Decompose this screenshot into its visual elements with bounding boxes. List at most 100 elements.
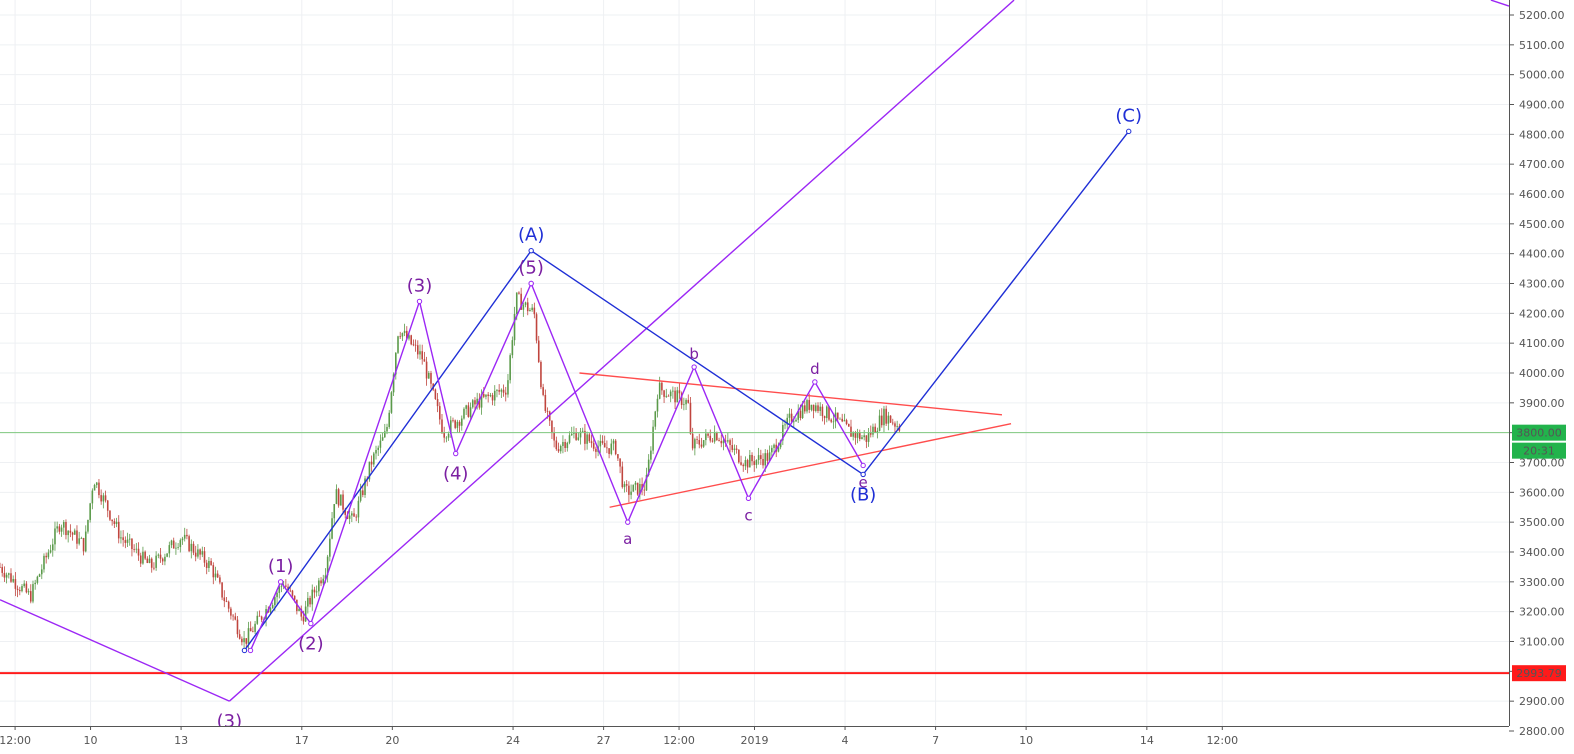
wave-vertex[interactable]: [528, 247, 534, 254]
candle-body: [843, 420, 846, 422]
wave-label: (3): [407, 275, 433, 296]
candle-body: [513, 313, 516, 341]
candle-body: [889, 415, 892, 423]
candle-body: [680, 393, 683, 405]
wave-vertex[interactable]: [277, 579, 284, 585]
candle-body: [452, 420, 454, 422]
candle-body: [812, 404, 815, 411]
wave-vertex[interactable]: [812, 379, 818, 385]
candle-body: [786, 417, 789, 425]
candle-body: [256, 615, 259, 624]
candle-body: [718, 440, 720, 442]
trendline-purple-up-channel[interactable]: [228, 0, 1015, 702]
candle-body: [661, 382, 663, 391]
wave-triangle[interactable]: [530, 283, 864, 524]
candle-body: [663, 390, 665, 397]
wave-vertex[interactable]: [308, 620, 314, 627]
candle-body: [210, 560, 212, 566]
wave-vertex[interactable]: [241, 647, 248, 654]
candle-body: [89, 503, 91, 520]
candle-body: [370, 461, 373, 465]
candle-body: [280, 585, 283, 587]
candle-body: [775, 444, 778, 452]
wave-vertex[interactable]: [416, 298, 423, 305]
wave-impulse[interactable]: [249, 283, 532, 651]
candle-body: [427, 373, 430, 379]
candle-body: [894, 423, 896, 427]
candle-body: [445, 437, 448, 439]
candle-body: [744, 460, 747, 467]
candle-body: [716, 432, 718, 441]
candle-body: [878, 415, 881, 431]
candle-body: [302, 616, 305, 622]
candle-body: [10, 573, 12, 582]
candle-body: [667, 395, 670, 397]
candle-body: [342, 494, 344, 510]
candle-body: [836, 412, 839, 419]
wave-primary[interactable]: [243, 130, 1130, 651]
candle-body: [12, 579, 14, 582]
candle-body: [443, 432, 445, 438]
candle-body: [579, 431, 582, 438]
price-axis-label: 4800.00: [1519, 128, 1565, 141]
price-tag-background: [1512, 442, 1566, 459]
trendline-triangle-lower[interactable]: [609, 423, 1012, 508]
candle-body: [511, 340, 514, 356]
candle-body: [243, 638, 245, 643]
candle-body: [498, 390, 500, 392]
candle-body: [874, 426, 876, 433]
candle-body: [271, 605, 274, 609]
candle-body: [867, 432, 870, 442]
candle-body: [142, 551, 144, 564]
candle-body: [285, 585, 287, 587]
price-axis-background: [1509, 0, 1574, 754]
wave-vertex[interactable]: [1126, 128, 1132, 135]
candle-body: [465, 405, 467, 409]
wave-vertex[interactable]: [528, 280, 534, 287]
candle-body: [542, 387, 544, 395]
candle-body: [830, 419, 832, 422]
candle-body: [80, 537, 83, 539]
trendline-triangle-upper[interactable]: [579, 372, 1003, 416]
candle-body: [634, 482, 637, 485]
candle-body: [221, 582, 223, 598]
candle-body: [478, 398, 481, 408]
candle-body: [161, 558, 164, 562]
wave-vertex[interactable]: [860, 471, 866, 478]
time-axis-label: 2019: [741, 734, 769, 747]
candle-body: [333, 504, 336, 519]
candle-body: [111, 519, 113, 522]
wave-vertex[interactable]: [860, 462, 866, 469]
candle-body: [841, 418, 843, 422]
candle-body: [199, 549, 201, 555]
candle-body: [133, 549, 135, 550]
candle-body: [764, 453, 767, 466]
candle-body: [192, 543, 195, 553]
time-axis-label: 12:00: [0, 734, 31, 747]
wave-vertex[interactable]: [247, 647, 254, 654]
candle-body: [546, 410, 549, 412]
candle-body: [109, 510, 111, 520]
trendline-purple-corner[interactable]: [1490, 0, 1510, 7]
candle-body: [388, 412, 391, 427]
wave-vertex[interactable]: [625, 519, 631, 525]
candle-body: [0, 566, 1, 568]
candle-body: [685, 399, 687, 405]
candle-body: [876, 430, 879, 433]
candle-body: [216, 573, 219, 578]
candle-body: [397, 336, 399, 353]
candle-body: [674, 390, 676, 403]
wave-vertex[interactable]: [745, 495, 752, 501]
candle-body: [553, 432, 555, 441]
trendline-purple-down-channel[interactable]: [0, 599, 230, 702]
candle-body: [467, 405, 470, 417]
candle-body: [344, 509, 347, 515]
wave-vertex[interactable]: [691, 364, 697, 370]
candle-body: [201, 551, 204, 555]
candle-body: [234, 616, 237, 620]
candle-body: [238, 634, 241, 639]
candle-body: [390, 392, 393, 413]
wave-vertex[interactable]: [453, 450, 459, 457]
